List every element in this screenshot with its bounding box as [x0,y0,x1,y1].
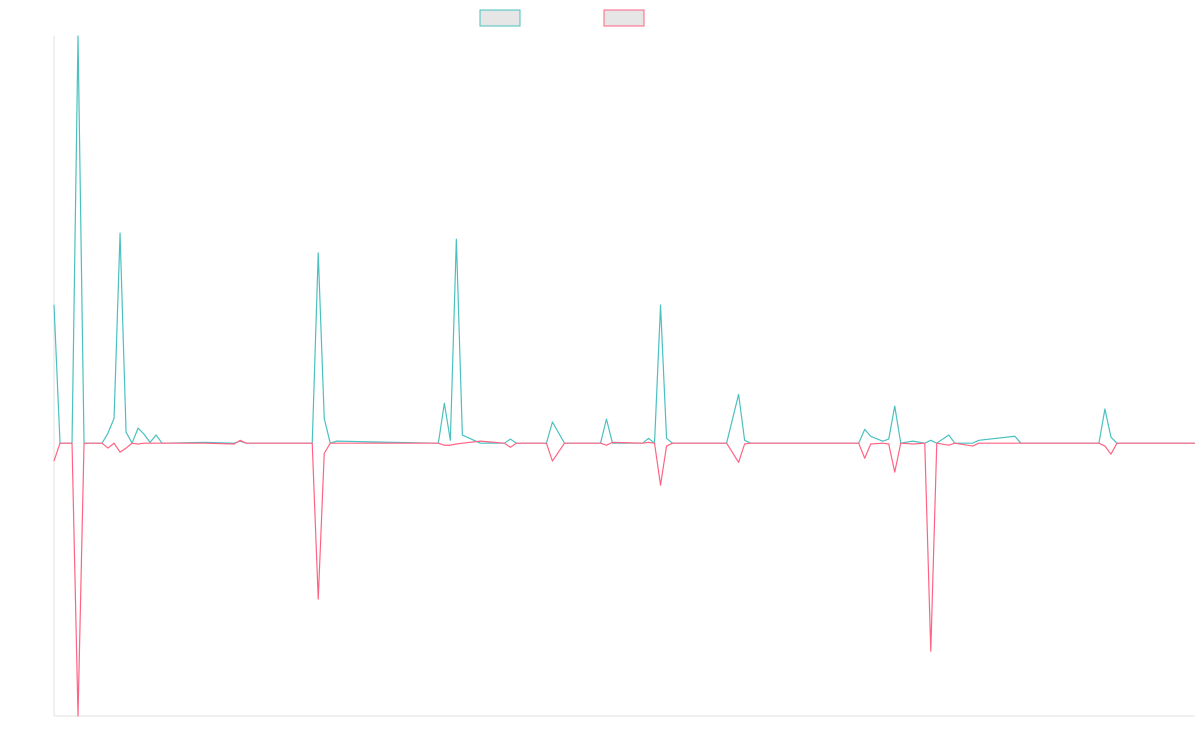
legend-swatch[interactable] [603,9,645,27]
series-line [53,35,1195,444]
legend-swatch[interactable] [479,9,521,27]
series-line [53,439,1195,717]
